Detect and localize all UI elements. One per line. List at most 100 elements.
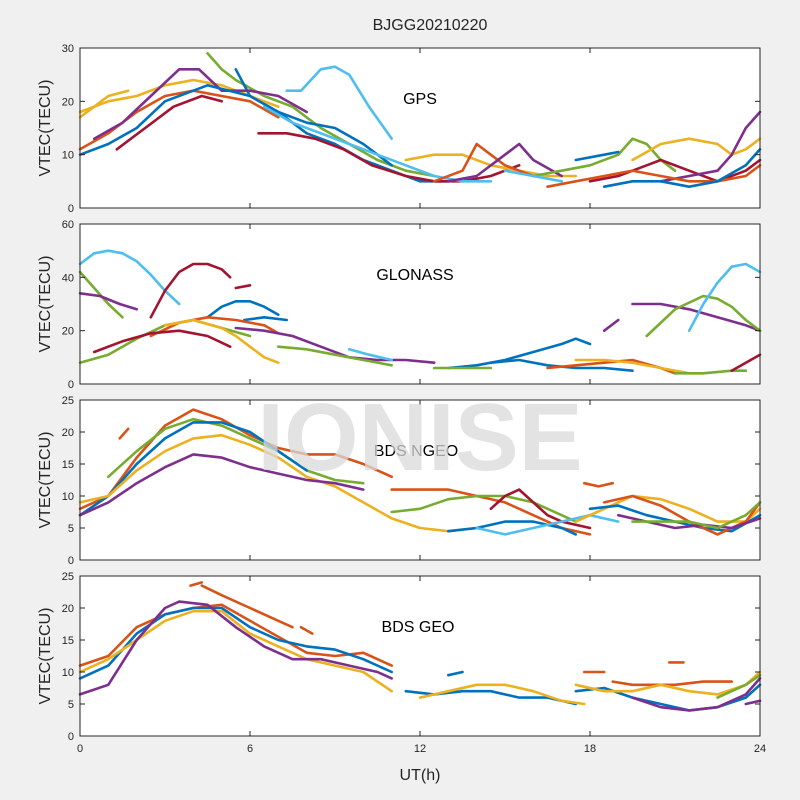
y-tick-label: 25 [62,395,74,407]
y-tick-label: 20 [62,603,74,615]
series-line [582,481,615,488]
y-tick-label: 15 [62,459,74,471]
series-line [78,433,479,533]
y-tick-label: 25 [62,571,74,583]
x-tick-label: 0 [77,743,83,755]
panel-annotation: GLONASS [376,267,453,284]
x-tick-label: 18 [584,743,596,755]
series-line [446,520,578,536]
y-tick-label: 60 [62,219,74,231]
series-line [78,291,138,311]
series-line [347,347,394,362]
series-line [234,283,252,290]
x-tick-label: 24 [754,743,766,755]
y-tick-label: 10 [62,150,74,162]
series-line [602,148,762,188]
series-line [257,132,521,183]
series-line [149,315,280,338]
series-line [503,169,564,183]
series-line [546,164,762,188]
y-tick-label: 20 [62,326,74,338]
x-tick-label: 6 [247,743,253,755]
series-line [299,625,314,635]
series-line [716,673,762,699]
y-tick-label: 40 [62,272,74,284]
series-line [234,326,436,365]
series-line [574,683,762,712]
series-line [390,494,578,523]
y-axis-label: VTEC(TECU) [37,80,54,177]
y-tick-label: 10 [62,667,74,679]
y-tick-label: 5 [68,699,74,711]
y-tick-label: 15 [62,635,74,647]
panel-annotation: BDS NGEO [374,443,458,460]
series-line [78,84,394,167]
series-line [673,369,748,375]
series-line [631,501,762,530]
y-axis-label: VTEC(TECU) [37,432,54,529]
series-line [631,302,762,333]
series-line [631,677,762,712]
panel-1: 0 20 40 60 VTEC(TECU) GLONASS [37,219,762,391]
series-line [163,318,280,365]
series-line [200,584,294,629]
series-line [78,603,394,667]
series-line [78,609,394,693]
series-line [78,89,130,119]
y-tick-label: 5 [68,523,74,535]
series-line [645,294,762,338]
x-tick-label: 12 [414,743,426,755]
series-line [107,417,365,485]
series-line [631,137,762,162]
series-line [574,150,620,162]
series-line [446,670,464,677]
series-line [149,262,232,319]
y-tick-label: 0 [68,731,74,743]
panel-annotation: GPS [403,91,437,108]
series-line [744,699,762,706]
y-tick-label: 10 [62,491,74,503]
series-line [115,94,223,151]
series-line [687,262,762,333]
series-line [588,158,762,183]
series-line [189,581,204,587]
series-line [730,353,762,373]
series-line [118,427,130,440]
series-line [206,299,280,319]
series-line [475,513,620,536]
series-line [285,65,394,140]
y-tick-label: 20 [62,427,74,439]
series-line [446,142,564,183]
series-line [446,337,592,370]
panel-annotation: BDS GEO [382,619,455,636]
series-line [659,110,762,183]
plot-area [80,576,760,736]
y-axis-label: VTEC(TECU) [37,256,54,353]
watermark: IONISE [257,384,582,491]
series-line [78,421,309,517]
y-tick-label: 20 [62,96,74,108]
panel-2: 0 5 10 15 20 25 VTEC(TECU) BDS NGEO [37,395,762,567]
y-tick-label: 0 [68,555,74,567]
figure-title: BJGG20210220 [373,17,488,34]
x-axis-label: UT(h) [400,767,441,784]
series-line [276,345,394,367]
series-line [92,68,309,140]
y-axis-label: VTEC(TECU) [37,608,54,705]
series-line [78,89,280,151]
y-tick-label: 30 [62,43,74,55]
plot-area [80,48,760,208]
series-line [531,137,677,178]
series-line [78,249,181,306]
series-line [78,600,394,696]
series-line [602,318,620,333]
y-tick-label: 0 [68,203,74,215]
y-tick-label: 0 [68,379,74,391]
panel-3: 0 5 10 15 20 25 0 6 12 18 24 VTEC(TECU) BDS GEO [37,571,766,755]
series-line [92,329,232,354]
series-line [432,142,535,183]
series-line [78,453,365,517]
panel-0: 0 10 20 30 VTEC(TECU) GPS [37,43,762,215]
series-line [418,683,586,706]
